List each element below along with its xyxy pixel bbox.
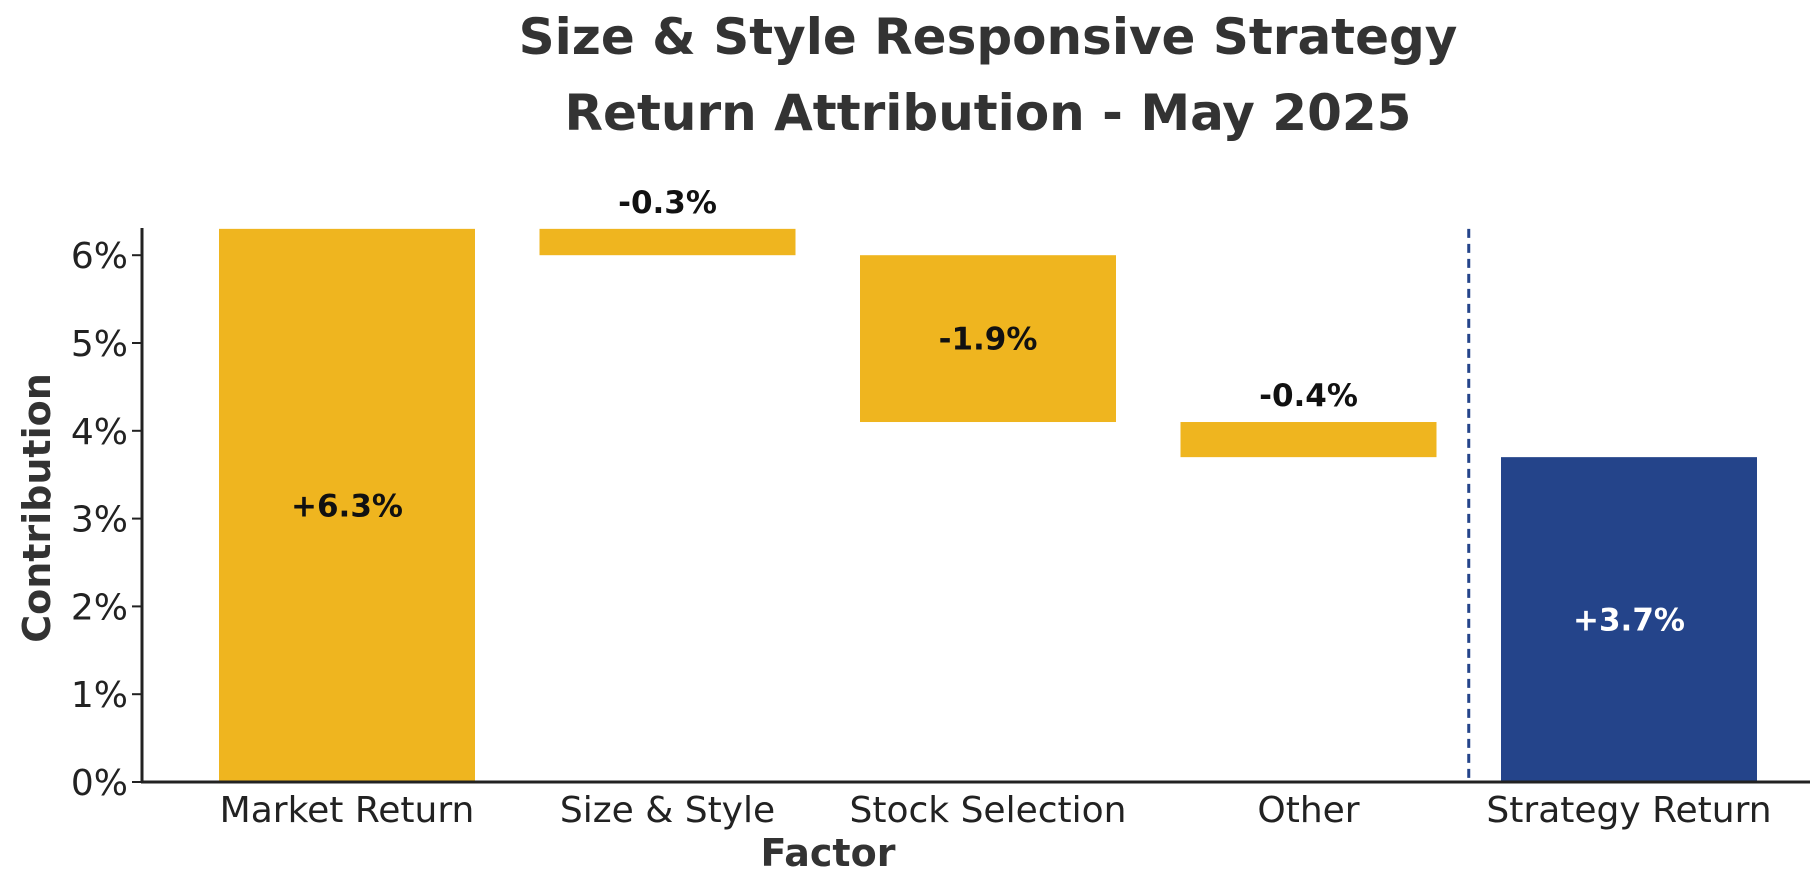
bar-strategy-return	[1501, 457, 1757, 782]
x-tick-label: Market Return	[220, 790, 475, 831]
data-label: -1.9%	[939, 322, 1038, 358]
y-tick-label: 3%	[71, 500, 128, 541]
bar-size-style	[539, 228, 796, 256]
data-label: -0.3%	[618, 185, 717, 221]
bar-other	[1180, 422, 1437, 458]
y-tick-label: 6%	[71, 236, 128, 277]
data-label: +3.7%	[1573, 603, 1685, 639]
bars-group	[219, 228, 1757, 783]
x-tick-label: Stock Selection	[850, 790, 1127, 831]
bar-labels-group: +6.3% -0.3% -1.9% -0.4% +3.7%	[291, 185, 1685, 639]
y-tick-label: 2%	[71, 587, 128, 628]
bar-market-return	[219, 228, 475, 783]
y-axis-title: Contribution	[15, 373, 59, 643]
x-tick-label: Other	[1257, 790, 1359, 831]
data-label: -0.4%	[1259, 378, 1358, 414]
x-ticks-group: Market Return Size & Style Stock Selection…	[220, 790, 1772, 831]
y-tick-label: 5%	[71, 324, 128, 365]
y-ticks-group: 0% 1% 2% 3% 4% 5% 6%	[71, 236, 142, 804]
x-tick-label: Strategy Return	[1486, 790, 1771, 831]
y-tick-label: 0%	[71, 763, 128, 804]
data-label: +6.3%	[291, 488, 403, 524]
x-tick-label: Size & Style	[560, 790, 775, 831]
bar-stock-selection	[860, 255, 1116, 423]
x-axis-title: Factor	[761, 831, 896, 875]
y-tick-label: 1%	[71, 675, 128, 716]
y-tick-label: 4%	[71, 412, 128, 453]
chart-title-line-1: Size & Style Responsive Strategy	[519, 8, 1458, 66]
chart-title-line-2: Return Attribution - May 2025	[565, 84, 1412, 142]
